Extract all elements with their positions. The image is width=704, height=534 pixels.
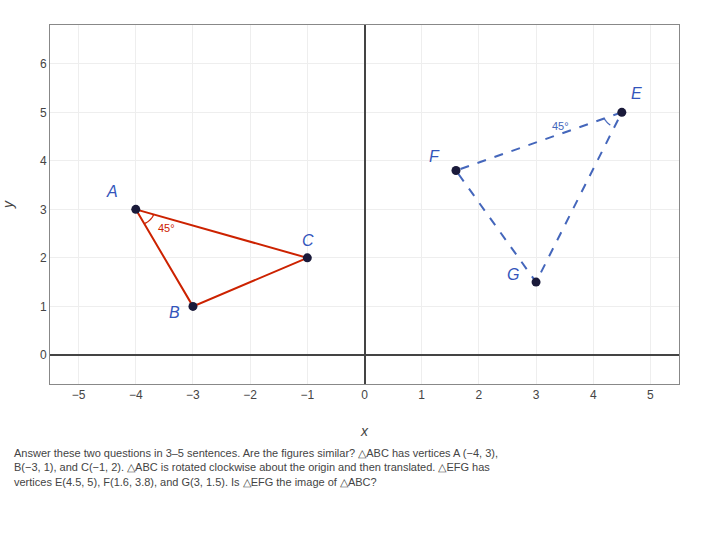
svg-text:A: A — [106, 183, 118, 200]
svg-text:3: 3 — [533, 388, 540, 402]
svg-text:2: 2 — [40, 251, 47, 265]
svg-text:E: E — [631, 85, 642, 102]
svg-text:−3: −3 — [186, 388, 200, 402]
svg-text:6: 6 — [40, 57, 47, 71]
svg-text:−2: −2 — [243, 388, 257, 402]
svg-text:1: 1 — [40, 300, 47, 314]
svg-text:y: y — [0, 200, 16, 209]
svg-text:45°: 45° — [158, 222, 175, 234]
svg-text:F: F — [429, 148, 440, 165]
svg-text:5: 5 — [40, 106, 47, 120]
svg-text:5: 5 — [647, 388, 654, 402]
svg-text:2: 2 — [476, 388, 483, 402]
svg-text:G: G — [507, 266, 519, 283]
svg-text:−1: −1 — [300, 388, 314, 402]
svg-text:x: x — [360, 423, 369, 439]
svg-text:B: B — [169, 304, 180, 321]
svg-text:Answer these two questions in: Answer these two questions in 3–5 senten… — [14, 447, 498, 488]
svg-text:C: C — [302, 232, 314, 249]
svg-text:4: 4 — [590, 388, 597, 402]
svg-text:45°: 45° — [552, 120, 569, 132]
svg-text:1: 1 — [418, 388, 425, 402]
svg-text:0: 0 — [40, 348, 47, 362]
svg-text:−5: −5 — [72, 388, 86, 402]
svg-text:3: 3 — [40, 203, 47, 217]
svg-text:0: 0 — [361, 388, 368, 402]
svg-text:−4: −4 — [129, 388, 143, 402]
svg-text:4: 4 — [40, 154, 47, 168]
